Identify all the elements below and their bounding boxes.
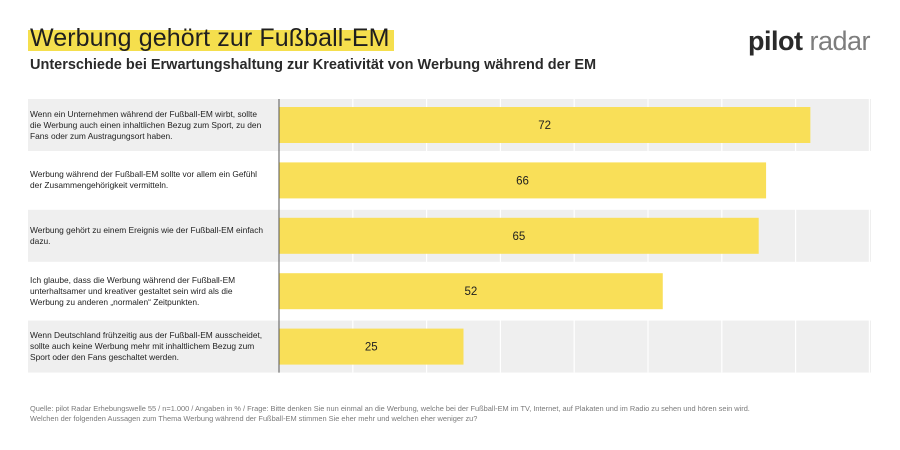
category-label: Wenn Deutschland frühzeitig aus der Fußb… — [30, 330, 263, 363]
bar — [279, 217, 759, 254]
category-label: Ich glaube, dass die Werbung während der… — [30, 274, 236, 307]
bar — [279, 107, 811, 143]
pilot-radar-logo: pilot radar — [747, 26, 871, 57]
bar-value-label: 25 — [365, 342, 378, 354]
footer-question: Welchen der folgenden Aussagen zum Thema… — [30, 414, 478, 423]
footer-source: Quelle: pilot Radar Erhebungswelle 55 / … — [30, 404, 750, 413]
logo-part-radar: radar — [809, 26, 870, 56]
chart-title: Werbung gehört zur Fußball-EM — [28, 24, 394, 52]
bar — [279, 328, 464, 365]
bar-value-label: 65 — [512, 231, 525, 243]
chart-footer: Quelle: pilot Radar Erhebungswelle 55 / … — [30, 404, 750, 424]
bar-value-label: 72 — [538, 120, 551, 132]
title-block: Werbung gehört zur Fußball-EM — [28, 24, 394, 52]
chart-subtitle: Unterschiede bei Erwartungshaltung zur K… — [30, 57, 597, 73]
bar-value-label: 52 — [464, 286, 477, 298]
category-label: Werbung gehört zu einem Ereignis wie der… — [30, 224, 264, 246]
bar-value-label: 66 — [516, 175, 529, 187]
logo-part-pilot: pilot — [747, 26, 803, 56]
bar — [279, 162, 767, 199]
bar — [279, 273, 663, 310]
category-label: Werbung während der Fußball-EM sollte vo… — [30, 169, 258, 191]
category-label: Wenn ein Unternehmen während der Fußball… — [30, 108, 262, 141]
